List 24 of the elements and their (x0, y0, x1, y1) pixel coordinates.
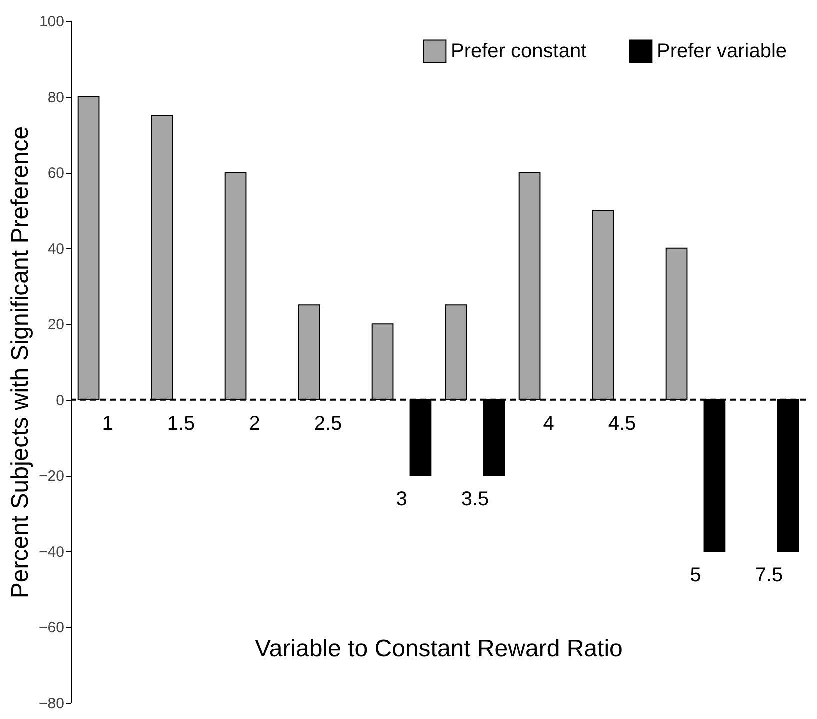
x-axis-title: Variable to Constant Reward Ratio (255, 636, 623, 662)
x-tick-label: 4 (543, 412, 554, 435)
x-tick-label: 1.5 (167, 412, 196, 435)
y-tick-label: −40 (39, 544, 64, 561)
legend-label: Prefer constant (451, 40, 588, 62)
x-tick-label: 3.5 (461, 488, 490, 511)
x-tick-label: 1 (102, 412, 114, 435)
x-tick-label: 4.5 (608, 412, 636, 435)
x-tick-label: 7.5 (755, 564, 784, 586)
y-axis-title: Percent Subjects with Significant Preference (7, 126, 34, 599)
x-tick-label: 5 (690, 564, 702, 586)
y-tick-label: 20 (48, 316, 64, 334)
y-tick-label: −80 (39, 696, 64, 712)
y-tick-label: 80 (48, 89, 64, 106)
x-tick-label: 3 (396, 488, 408, 511)
y-tick-label: −20 (39, 468, 64, 486)
y-tick-label: 100 (39, 14, 64, 30)
y-tick-label: 60 (48, 165, 64, 182)
y-tick-label: 0 (56, 392, 64, 410)
y-tick-label: −60 (39, 620, 64, 637)
x-tick-label: 2.5 (314, 412, 342, 435)
legend-label: Prefer variable (657, 40, 788, 62)
x-tick-label: 2 (249, 412, 260, 435)
y-tick-label: 40 (48, 240, 64, 258)
